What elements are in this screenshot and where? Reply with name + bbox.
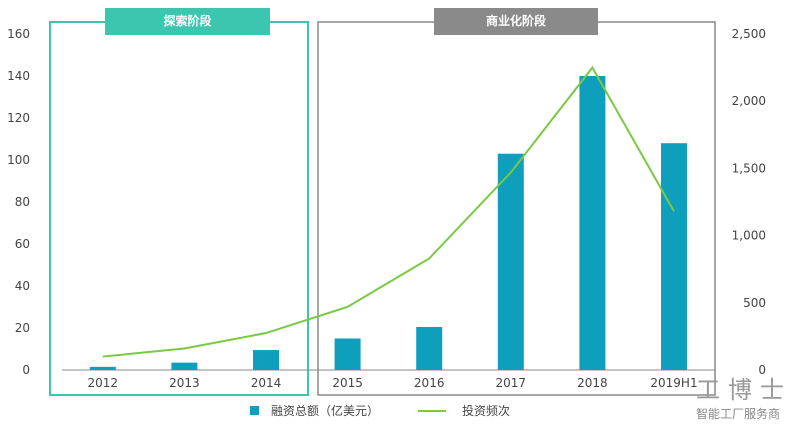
- x-tick-label: 2014: [251, 376, 282, 390]
- right-tick-label: 2,500: [732, 27, 766, 41]
- bar-2012: [89, 366, 116, 370]
- bar-2013: [171, 362, 198, 370]
- x-tick-label: 2018: [577, 376, 608, 390]
- watermark-brand: 工博士: [696, 376, 792, 404]
- phase-label-exploration: 探索阶段: [105, 8, 270, 35]
- right-tick-label: 1,500: [732, 161, 766, 175]
- phase-box-exploration: [49, 21, 309, 396]
- legend-label-bar: 融资总额（亿美元）: [271, 404, 380, 418]
- x-tick-label: 2013: [169, 376, 200, 390]
- left-tick-label: 60: [15, 237, 30, 251]
- x-tick-label: 2012: [88, 376, 119, 390]
- legend-swatch-bar: [250, 406, 259, 415]
- left-tick-label: 20: [15, 321, 30, 335]
- x-tick-label: 2017: [496, 376, 527, 390]
- bar-2019H1: [661, 143, 687, 370]
- left-tick-label: 120: [7, 111, 30, 125]
- left-tick-label: 140: [7, 69, 30, 83]
- left-tick-label: 0: [22, 363, 30, 377]
- legend-swatch-line: [418, 409, 446, 412]
- x-tick-label: 2015: [332, 376, 363, 390]
- phase-label-commercialization: 商业化阶段: [434, 8, 598, 35]
- left-tick-label: 80: [15, 195, 30, 209]
- bar-2017: [497, 153, 524, 370]
- right-tick-label: 500: [743, 296, 766, 310]
- legend-item-bar: 融资总额（亿美元）: [250, 402, 379, 419]
- left-tick-label: 40: [15, 279, 30, 293]
- bar-2014: [253, 350, 279, 370]
- line-series: [102, 65, 675, 358]
- legend-label-line: 投资频次: [462, 404, 511, 418]
- left-tick-label: 160: [7, 27, 30, 41]
- watermark: 工博士 智能工厂服务商: [660, 370, 792, 422]
- watermark-tagline: 智能工厂服务商: [696, 407, 781, 421]
- bar-2015: [334, 338, 361, 370]
- right-tick-label: 2,000: [732, 94, 766, 108]
- bar-2016: [416, 326, 443, 370]
- right-tick-label: 0: [758, 363, 766, 377]
- x-tick-label: 2019H1: [650, 376, 697, 390]
- legend-item-line: 投资频次: [418, 402, 510, 419]
- right-tick-label: 1,000: [732, 229, 766, 243]
- x-tick-label: 2016: [414, 376, 445, 390]
- left-tick-label: 100: [7, 153, 30, 167]
- bar-2018: [579, 76, 606, 370]
